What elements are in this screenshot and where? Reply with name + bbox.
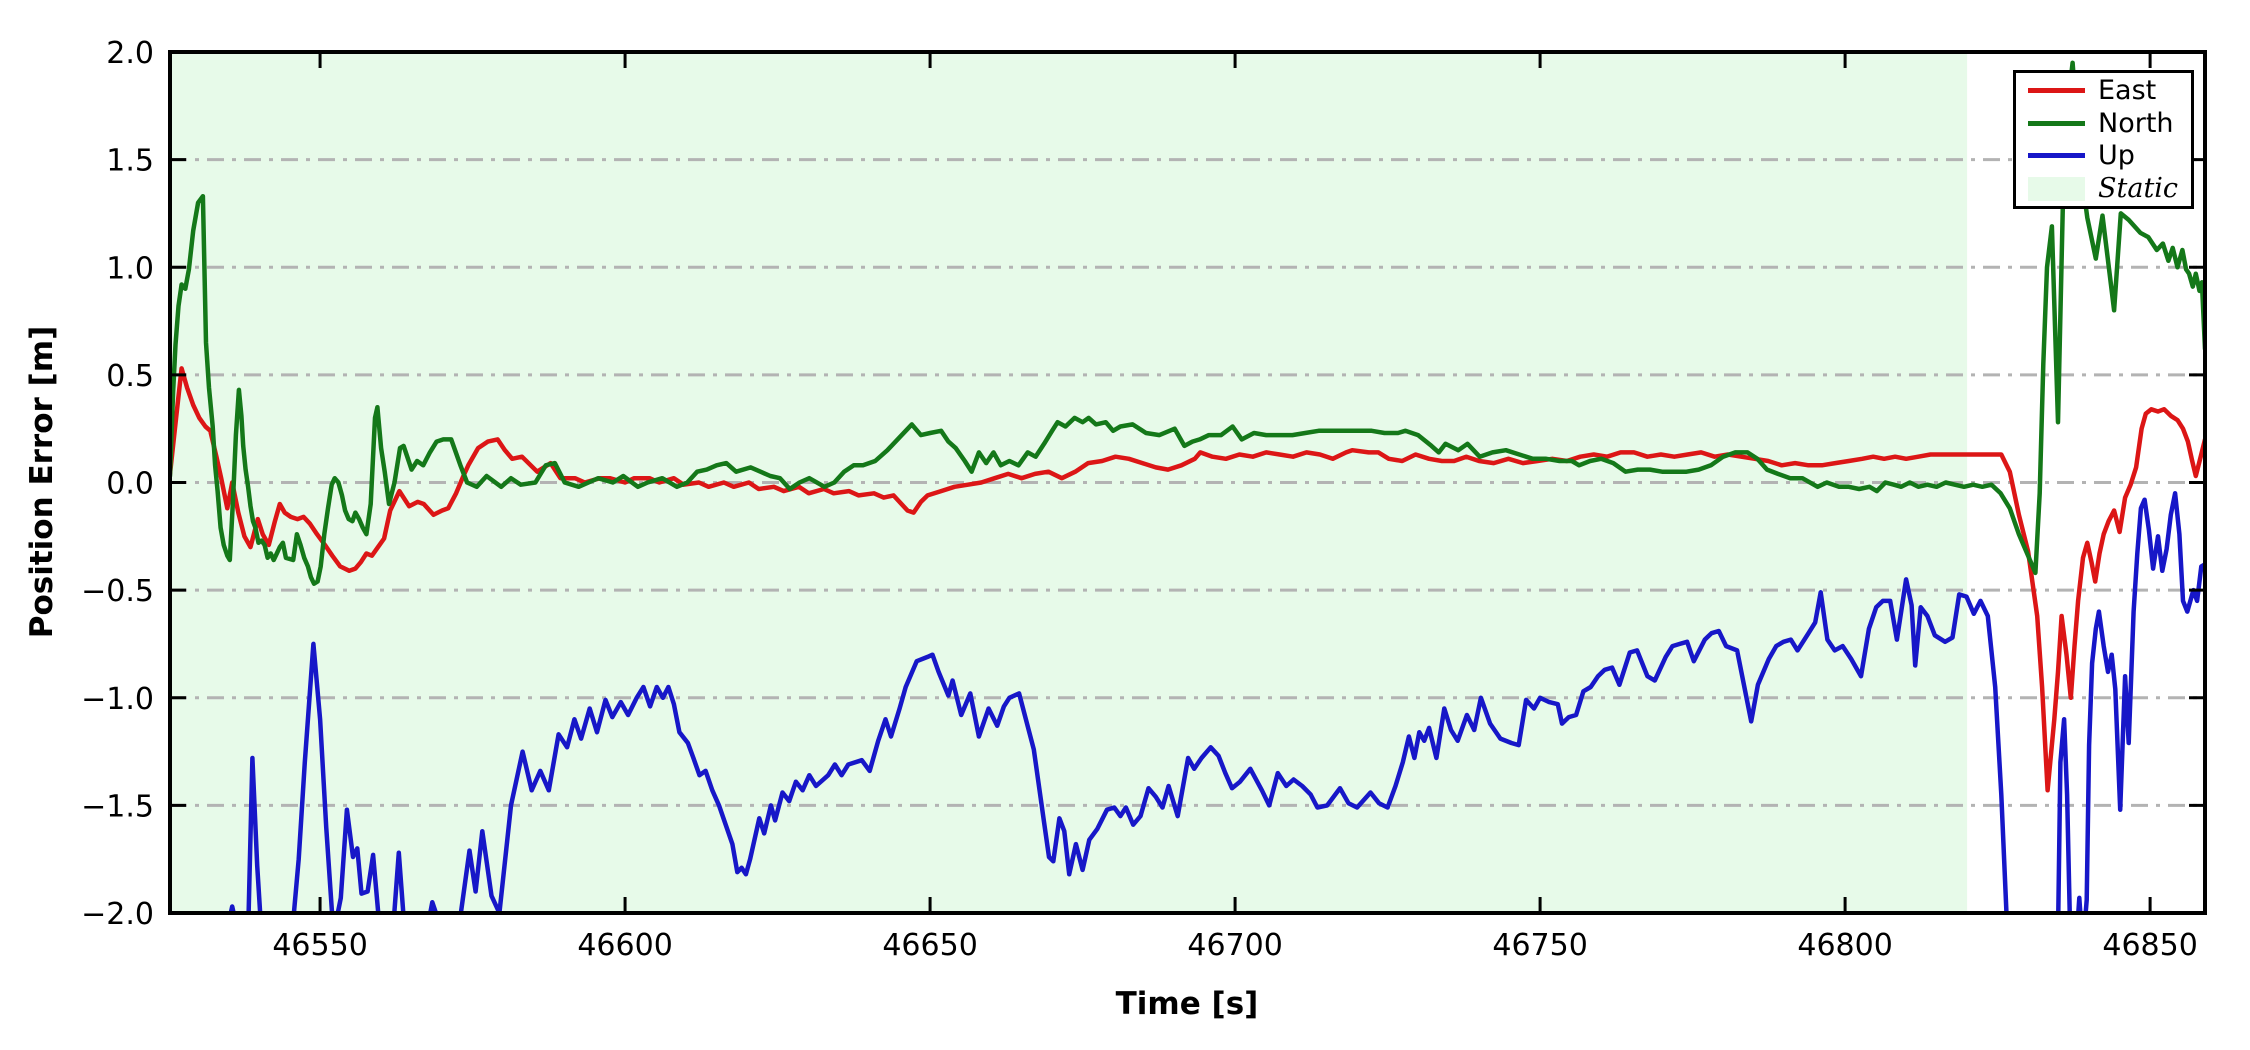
legend-line-icon: [2028, 153, 2085, 159]
y-tick-label: 1.0: [106, 251, 154, 286]
y-tick-label: 1.5: [106, 144, 154, 179]
y-tick-label: 0.5: [106, 359, 154, 394]
legend-label: East: [2098, 74, 2157, 106]
y-tick-label: −0.5: [81, 574, 154, 609]
x-tick-label: 46800: [1797, 928, 1892, 963]
legend-patch-icon: [2028, 176, 2085, 201]
legend-item-north: North: [2028, 108, 2191, 139]
y-tick-label: 0.0: [106, 467, 154, 502]
x-tick-label: 46550: [272, 928, 367, 963]
legend: East North Up Static: [2013, 70, 2194, 209]
legend-item-east: East: [2028, 75, 2191, 106]
x-tick-label: 46600: [577, 928, 672, 963]
y-tick-label: 2.0: [106, 36, 154, 71]
y-axis-label: Position Error [m]: [24, 325, 60, 639]
series-east: [170, 366, 2205, 793]
x-tick-label: 46850: [2102, 928, 2197, 963]
series-up: [228, 491, 2205, 913]
legend-label: Up: [2098, 140, 2135, 172]
legend-label: North: [2098, 107, 2174, 139]
y-tick-label: −1.0: [81, 682, 154, 717]
legend-line-icon: [2028, 87, 2085, 93]
y-tick-label: −2.0: [81, 897, 154, 932]
series-north: [170, 60, 2205, 586]
x-axis-label: Time [s]: [1115, 986, 1259, 1022]
x-tick-label: 46650: [882, 928, 977, 963]
plot-frame: [168, 50, 2207, 915]
legend-item-up: Up: [2028, 140, 2191, 171]
y-tick-label: −1.5: [81, 789, 154, 824]
legend-line-icon: [2028, 120, 2085, 126]
legend-item-static: Static: [2028, 173, 2191, 204]
x-tick-label: 46700: [1187, 928, 1282, 963]
x-tick-label: 46750: [1492, 928, 1587, 963]
legend-label: Static: [2098, 173, 2179, 205]
